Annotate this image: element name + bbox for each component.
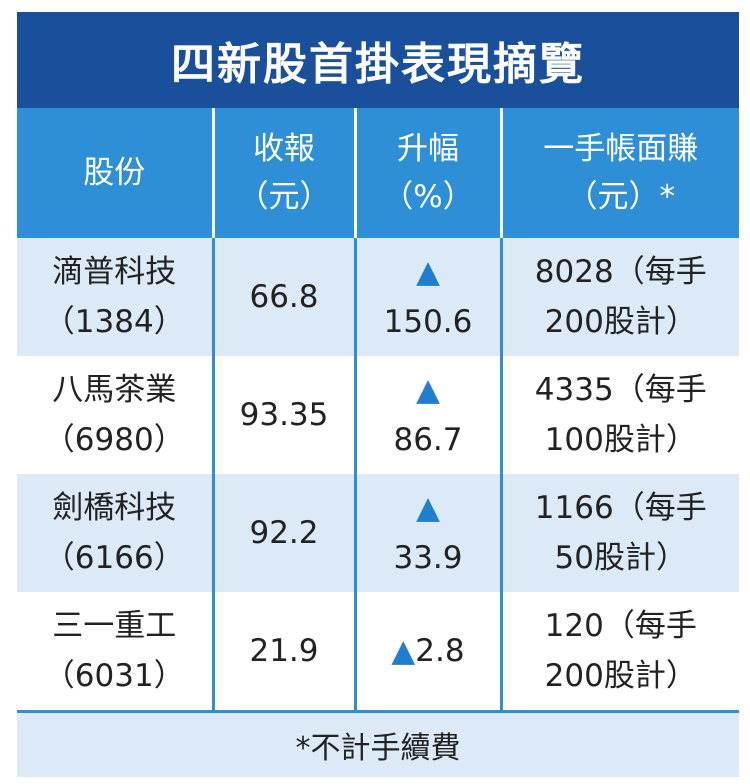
table-row: 八馬茶業 （6980） 93.35 ▲ 86.7 4335（每手 100股計） <box>17 356 739 474</box>
gain-cell: ▲ 33.9 <box>353 474 501 592</box>
table-frame: 四新股首掛表現摘覽 股份 收報 （元） 升幅 （%） 一手帳面賺 <box>17 12 739 777</box>
up-triangle-icon: ▲ <box>391 633 416 669</box>
up-triangle-icon: ▲ <box>416 372 440 408</box>
title-bar: 四新股首掛表現摘覽 <box>17 12 739 108</box>
header-row: 股份 收報 （元） 升幅 （%） 一手帳面賺 （元）* <box>17 108 739 238</box>
profit-cell: 1166（每手 50股計） <box>499 474 739 592</box>
profit-cell: 8028（每手 200股計） <box>499 238 739 356</box>
footnote: *不計手續費 <box>17 710 739 777</box>
stock-cell: 滴普科技 （1384） <box>17 238 213 356</box>
close-cell: 21.9 <box>211 592 355 710</box>
up-triangle-icon: ▲ <box>416 490 440 526</box>
table-row: 劍橋科技 （6166） 92.2 ▲ 33.9 1166（每手 50股計） <box>17 474 739 592</box>
header-profit: 一手帳面賺 （元）* <box>499 108 739 238</box>
page-title: 四新股首掛表現摘覽 <box>171 39 585 90</box>
header-gain: 升幅 （%） <box>353 108 501 238</box>
close-cell: 66.8 <box>211 238 355 356</box>
profit-cell: 120（每手 200股計） <box>499 592 739 710</box>
header-close: 收報 （元） <box>211 108 355 238</box>
gain-cell: ▲ 86.7 <box>353 356 501 474</box>
gain-cell: ▲2.8 <box>353 592 501 710</box>
stock-table: 股份 收報 （元） 升幅 （%） 一手帳面賺 （元）* 滴普科技 <box>17 108 739 710</box>
stock-cell: 八馬茶業 （6980） <box>17 356 213 474</box>
table-row: 三一重工 （6031） 21.9 ▲2.8 120（每手 200股計） <box>17 592 739 710</box>
stock-cell: 三一重工 （6031） <box>17 592 213 710</box>
close-cell: 92.2 <box>211 474 355 592</box>
gain-cell: ▲ 150.6 <box>353 238 501 356</box>
header-stock: 股份 <box>17 108 213 238</box>
up-triangle-icon: ▲ <box>416 254 440 290</box>
close-cell: 93.35 <box>211 356 355 474</box>
profit-cell: 4335（每手 100股計） <box>499 356 739 474</box>
stock-cell: 劍橋科技 （6166） <box>17 474 213 592</box>
table-row: 滴普科技 （1384） 66.8 ▲ 150.6 8028（每手 200股計） <box>17 238 739 356</box>
